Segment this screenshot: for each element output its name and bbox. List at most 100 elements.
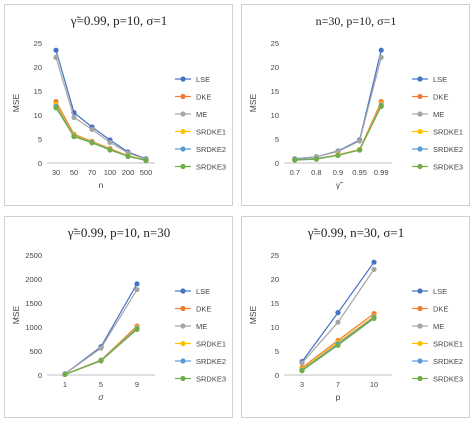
chart-title: γ̃=0.99, n=30, σ=1 [307,225,405,240]
legend-marker [180,146,186,152]
data-point-srdke3 [134,326,140,332]
legend-label: SRDKE3 [196,163,226,172]
data-point-me [335,319,341,325]
x-tick-label: 3 [300,380,304,389]
data-point-srdke3 [89,140,95,146]
legend-marker [180,163,186,170]
y-tick-label: 10 [271,323,279,332]
chart-svg: n=30, p=10, σ=1 0 5 10 15 20 25 0.7 0.8 0.9 0.95 0.… [248,14,463,190]
y-axis-label: MSE [11,93,21,112]
y-tick-label: 10 [34,111,42,120]
data-point-me [98,345,104,351]
y-tick-label: 15 [34,87,42,96]
series-line-lse [55,50,147,160]
legend-marker [180,128,186,135]
chart-panel-gamma: n=30, p=10, σ=1 0 5 10 15 20 25 0.7 0.8 0.9 0.95 0.… [241,4,470,206]
series-line-lse [294,50,382,160]
data-point-srdke3 [299,368,305,374]
x-axis-label: p [336,392,341,402]
legend-marker [180,111,186,117]
series-line-srdke2 [64,327,138,375]
legend-marker [417,111,423,117]
x-axis-label: n [99,180,104,190]
data-point-me [378,54,384,61]
data-point-srdke3 [313,156,319,162]
data-point-srdke3 [71,134,77,140]
x-tick-label: 50 [70,168,78,177]
chart-svg: γ̃=0.99, p=10, σ=1 0 5 10 15 20 25 30 50 70 100 200… [11,13,226,190]
x-tick-label: 1 [63,380,67,389]
data-point-srdke3 [378,103,384,109]
legend-label: SRDKE3 [433,163,463,172]
data-point-srdke3 [143,158,149,164]
x-tick-label: 0.8 [311,168,321,177]
legend-marker [180,323,186,329]
y-axis-label: MSE [248,93,258,112]
legend-label: DKE [433,305,448,314]
x-tick-label: 0.9 [333,168,343,177]
legend-label: SRDKE1 [433,340,463,349]
chart-panel-n: γ̃=0.99, p=10, σ=1 0 5 10 15 20 25 30 50 70 100 200… [4,4,233,206]
y-tick-label: 0 [275,159,279,168]
series-line-me [301,269,375,364]
legend-marker [417,128,423,135]
series-line-me [55,57,147,160]
y-tick-label: 2500 [25,251,42,260]
data-point-srdke3 [335,152,341,158]
series-line-srdke3 [55,107,147,162]
data-point-me [71,114,77,120]
y-axis-label: MSE [11,305,21,324]
legend-label: ME [196,110,207,119]
y-tick-label: 1000 [25,323,42,332]
data-point-lse [335,310,341,316]
legend-marker [417,323,423,329]
legend-marker [417,305,423,312]
data-point-lse [134,281,140,287]
legend-marker [180,375,186,382]
legend-marker [180,305,186,312]
data-point-me [107,139,113,145]
chart-title: n=30, p=10, σ=1 [316,14,397,28]
y-tick-label: 0 [38,159,42,168]
legend-label: SRDKE2 [196,357,226,366]
y-tick-label: 5 [38,135,42,144]
x-tick-label: 9 [135,380,139,389]
y-tick-label: 20 [271,275,279,284]
legend-marker [180,288,186,294]
x-tick-label: 10 [370,380,378,389]
series-line-srdke1 [64,327,138,375]
legend-marker [417,146,423,152]
chart-title: γ̃=0.99, p=10, σ=1 [70,13,168,28]
y-tick-label: 0 [38,371,42,380]
y-tick-label: 25 [34,39,42,48]
data-point-me [134,286,140,293]
data-point-me [371,266,377,272]
data-point-srdke3 [53,105,59,111]
x-tick-label: 30 [52,168,60,177]
y-tick-label: 15 [271,87,279,96]
y-tick-label: 25 [271,39,279,48]
legend-label: LSE [196,287,210,296]
y-tick-label: 20 [271,63,279,72]
series-line-dke [55,101,147,161]
legend-label: SRDKE3 [433,375,463,384]
y-tick-label: 500 [29,347,42,356]
legend-label: LSE [196,75,210,84]
data-point-srdke3 [292,157,298,163]
data-point-me [53,54,59,61]
y-tick-label: 25 [271,251,279,260]
data-point-srdke3 [62,371,68,378]
legend-label: DKE [433,93,448,102]
series-line-srdke1 [55,104,147,161]
data-point-srdke3 [371,315,377,321]
x-tick-label: 70 [88,168,96,177]
y-tick-label: 15 [271,299,279,308]
y-tick-label: 5 [275,347,279,356]
data-point-me [299,360,305,366]
legend-label: SRDKE2 [196,145,226,154]
x-tick-label: 0.95 [352,168,367,177]
legend-label: SRDKE1 [196,340,226,349]
y-tick-label: 0 [275,371,279,380]
legend-marker [180,76,186,82]
legend-label: SRDKE3 [196,375,226,384]
